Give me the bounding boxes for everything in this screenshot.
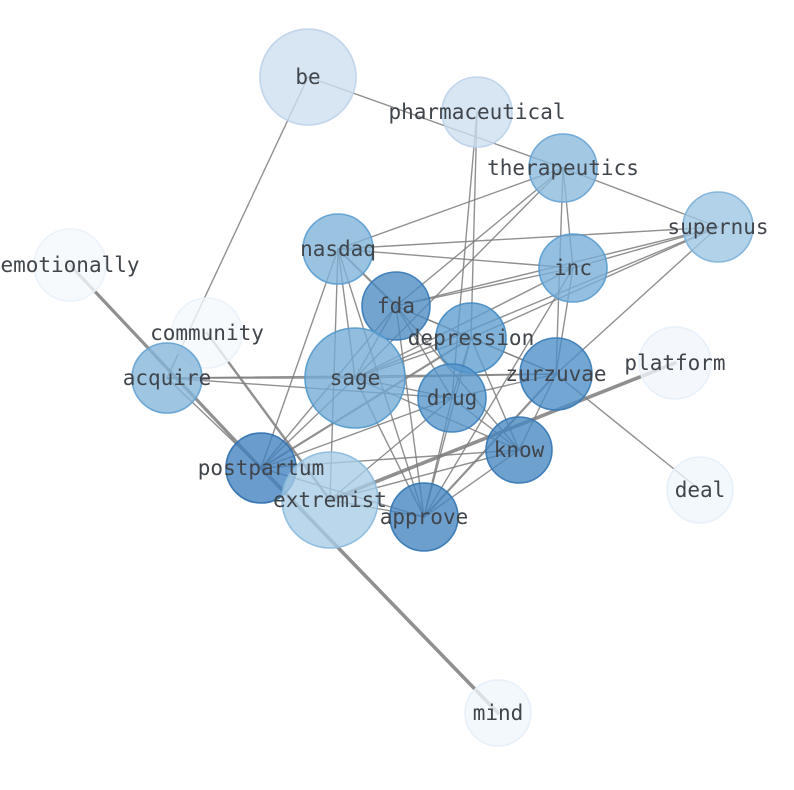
node-extremist <box>281 451 379 549</box>
edge-fda-approve <box>395 305 425 518</box>
node-label-platform: platform <box>624 351 725 375</box>
node-acquire <box>131 342 203 414</box>
node-platform <box>638 326 712 400</box>
nodes-layer <box>33 28 754 747</box>
node-label-acquire: acquire <box>123 366 212 390</box>
node-drug <box>417 363 487 433</box>
node-label-approve: approve <box>380 505 469 529</box>
edge-supernus-sage <box>354 226 719 379</box>
node-emotionally <box>33 228 107 302</box>
node-label-community: community <box>150 321 264 345</box>
node-mind <box>464 679 532 747</box>
node-pharmaceutical <box>441 76 513 148</box>
node-label-sage: sage <box>330 366 381 390</box>
node-label-emotionally: emotionally <box>0 253 139 277</box>
node-deal <box>666 456 734 524</box>
edge-nasdaq-inc <box>337 248 574 269</box>
edge-therapeutics-nasdaq <box>337 167 564 250</box>
edge-therapeutics-fda <box>395 167 564 307</box>
node-label-drug: drug <box>427 386 478 410</box>
node-nasdaq <box>302 213 374 285</box>
node-sage <box>304 327 406 429</box>
node-label-pharmaceutical: pharmaceutical <box>388 100 565 124</box>
edge-pharmaceutical-depression <box>470 111 478 339</box>
node-label-mind: mind <box>473 701 524 725</box>
node-zurzuvae <box>519 337 593 411</box>
node-therapeutics <box>528 133 598 203</box>
node-fda <box>361 271 431 341</box>
node-know <box>485 416 553 484</box>
node-inc <box>538 233 608 303</box>
labels-layer: be pharmaceutical therapeutics supernus emot… <box>0 65 768 725</box>
node-be <box>259 28 357 126</box>
edge-supernus-nasdaq <box>337 226 719 250</box>
edge-nasdaq-postpartum <box>260 248 339 469</box>
node-label-therapeutics: therapeutics <box>487 156 639 180</box>
node-label-zurzuvae: zurzuvae <box>505 362 606 386</box>
node-label-extremist: extremist <box>273 488 387 512</box>
node-supernus <box>682 191 754 263</box>
node-label-postpartum: postpartum <box>198 456 324 480</box>
node-label-inc: inc <box>554 256 592 280</box>
node-label-know: know <box>494 438 545 462</box>
node-label-deal: deal <box>675 478 726 502</box>
node-label-nasdaq: nasdaq <box>300 237 376 261</box>
node-label-supernus: supernus <box>667 215 768 239</box>
node-approve <box>389 482 459 552</box>
edge-inc-approve <box>423 267 574 518</box>
node-label-fda: fda <box>377 294 415 318</box>
node-label-depression: depression <box>408 326 534 350</box>
node-label-be: be <box>295 65 320 89</box>
